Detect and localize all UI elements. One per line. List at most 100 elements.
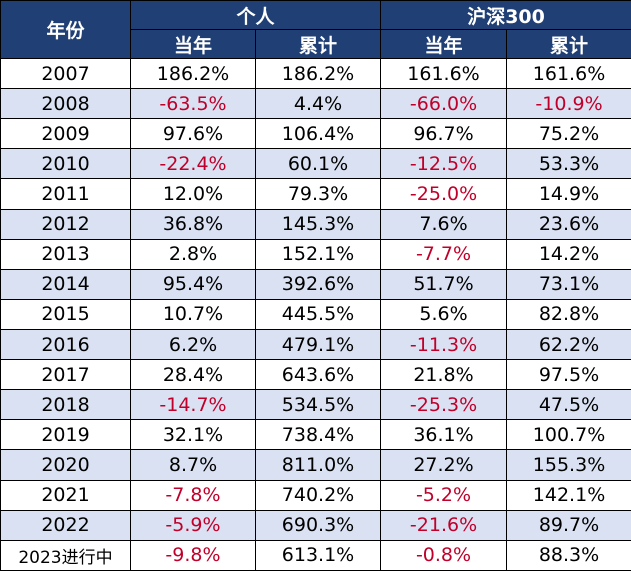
index-cumulative-cell: 100.7% (506, 419, 631, 451)
header-index-annual: 当年 (380, 29, 508, 59)
personal-cumulative-cell: 811.0% (254, 449, 382, 481)
header-row-groups: 年份 个人 沪深300 (0, 0, 631, 59)
index-cumulative-cell: 161.6% (506, 57, 631, 90)
index-cumulative-cell: 82.8% (506, 298, 631, 330)
index-annual-cell: -5.2% (380, 479, 508, 511)
table-body: 2007 186.2% 186.2% 161.6% 161.6% 2008 -63.5% 4.… (0, 57, 631, 571)
personal-annual-cell: 97.6% (130, 118, 256, 150)
index-cumulative-cell: 88.3% (506, 539, 631, 571)
table-header: 年份 个人 沪深300 当年 累计 当年 累计 (0, 0, 631, 59)
index-annual-cell: -11.3% (380, 328, 508, 361)
personal-annual-cell: -7.8% (130, 479, 256, 511)
header-year: 年份 (0, 0, 131, 59)
table-row: 2016 6.2% 479.1% -11.3% 62.2% (0, 328, 631, 361)
index-annual-cell: 161.6% (380, 57, 508, 90)
table-row: 2019 32.1% 738.4% 36.1% 100.7% (0, 419, 631, 451)
index-annual-cell: 36.1% (380, 419, 508, 451)
personal-cumulative-cell: 145.3% (254, 208, 382, 240)
personal-annual-cell: 8.7% (130, 449, 256, 481)
table-row: 2023进行中 -9.8% 613.1% -0.8% 88.3% (0, 539, 631, 571)
index-annual-cell: 21.8% (380, 359, 508, 391)
year-cell: 2009 (0, 118, 131, 150)
index-cumulative-cell: -10.9% (506, 88, 631, 120)
table-row: 2022 -5.9% 690.3% -21.6% 89.7% (0, 509, 631, 541)
index-cumulative-cell: 97.5% (506, 359, 631, 391)
year-cell: 2020 (0, 449, 131, 481)
header-personal-cumulative: 累计 (254, 29, 382, 59)
index-cumulative-cell: 155.3% (506, 449, 631, 481)
table-row: 2014 95.4% 392.6% 51.7% 73.1% (0, 268, 631, 300)
personal-annual-cell: -63.5% (130, 88, 256, 120)
personal-annual-cell: 2.8% (130, 238, 256, 270)
personal-cumulative-cell: 613.1% (254, 539, 382, 571)
table-row: 2020 8.7% 811.0% 27.2% 155.3% (0, 449, 631, 481)
year-cell: 2011 (0, 178, 131, 210)
personal-cumulative-cell: 534.5% (254, 389, 382, 421)
personal-annual-cell: 186.2% (130, 57, 256, 90)
table-row: 2009 97.6% 106.4% 96.7% 75.2% (0, 118, 631, 150)
personal-annual-cell: 12.0% (130, 178, 256, 210)
personal-cumulative-cell: 690.3% (254, 509, 382, 541)
index-cumulative-cell: 47.5% (506, 389, 631, 421)
table-row: 2017 28.4% 643.6% 21.8% 97.5% (0, 359, 631, 391)
table-row: 2013 2.8% 152.1% -7.7% 14.2% (0, 238, 631, 270)
year-cell: 2018 (0, 389, 131, 421)
index-cumulative-cell: 14.9% (506, 178, 631, 210)
index-cumulative-cell: 73.1% (506, 268, 631, 300)
personal-annual-cell: 36.8% (130, 208, 256, 240)
table-row: 2018 -14.7% 534.5% -25.3% 47.5% (0, 389, 631, 421)
table-row: 2021 -7.8% 740.2% -5.2% 142.1% (0, 479, 631, 511)
index-annual-cell: 51.7% (380, 268, 508, 300)
table-row: 2012 36.8% 145.3% 7.6% 23.6% (0, 208, 631, 240)
personal-annual-cell: -5.9% (130, 509, 256, 541)
table-row: 2015 10.7% 445.5% 5.6% 82.8% (0, 298, 631, 330)
header-personal-annual: 当年 (130, 29, 256, 59)
table-row: 2008 -63.5% 4.4% -66.0% -10.9% (0, 88, 631, 120)
year-cell: 2015 (0, 298, 131, 330)
index-annual-cell: -21.6% (380, 509, 508, 541)
index-cumulative-cell: 14.2% (506, 238, 631, 270)
year-cell: 2013 (0, 238, 131, 270)
index-annual-cell: -25.3% (380, 389, 508, 421)
year-cell: 2021 (0, 479, 131, 511)
index-cumulative-cell: 62.2% (506, 328, 631, 361)
index-annual-cell: 7.6% (380, 208, 508, 240)
personal-cumulative-cell: 479.1% (254, 328, 382, 361)
header-index-cumulative: 累计 (506, 29, 631, 59)
index-annual-cell: -0.8% (380, 539, 508, 571)
index-cumulative-cell: 142.1% (506, 479, 631, 511)
personal-annual-cell: 95.4% (130, 268, 256, 300)
personal-annual-cell: 32.1% (130, 419, 256, 451)
year-cell: 2007 (0, 57, 131, 90)
personal-cumulative-cell: 445.5% (254, 298, 382, 330)
table-row: 2010 -22.4% 60.1% -12.5% 53.3% (0, 148, 631, 180)
personal-cumulative-cell: 4.4% (254, 88, 382, 120)
year-cell: 2017 (0, 359, 131, 391)
index-cumulative-cell: 89.7% (506, 509, 631, 541)
index-annual-cell: 96.7% (380, 118, 508, 150)
year-cell: 2008 (0, 88, 131, 120)
year-cell: 2022 (0, 509, 131, 541)
year-cell: 2019 (0, 419, 131, 451)
personal-cumulative-cell: 79.3% (254, 178, 382, 210)
index-cumulative-cell: 23.6% (506, 208, 631, 240)
year-cell: 2010 (0, 148, 131, 180)
personal-cumulative-cell: 738.4% (254, 419, 382, 451)
personal-annual-cell: 28.4% (130, 359, 256, 391)
personal-annual-cell: -9.8% (130, 539, 256, 571)
header-row-subcolumns: 当年 累计 当年 累计 (1, 29, 631, 59)
personal-annual-cell: 6.2% (130, 328, 256, 361)
index-annual-cell: 27.2% (380, 449, 508, 481)
table-row: 2007 186.2% 186.2% 161.6% 161.6% (0, 57, 631, 90)
header-group-personal: 个人 (129, 0, 382, 30)
personal-cumulative-cell: 152.1% (254, 238, 382, 270)
index-annual-cell: -25.0% (380, 178, 508, 210)
table-row: 2011 12.0% 79.3% -25.0% 14.9% (0, 178, 631, 210)
index-annual-cell: -66.0% (380, 88, 508, 120)
personal-cumulative-cell: 186.2% (254, 57, 382, 90)
year-cell: 2016 (0, 328, 131, 361)
personal-cumulative-cell: 60.1% (254, 148, 382, 180)
personal-cumulative-cell: 740.2% (254, 479, 382, 511)
index-cumulative-cell: 75.2% (506, 118, 631, 150)
